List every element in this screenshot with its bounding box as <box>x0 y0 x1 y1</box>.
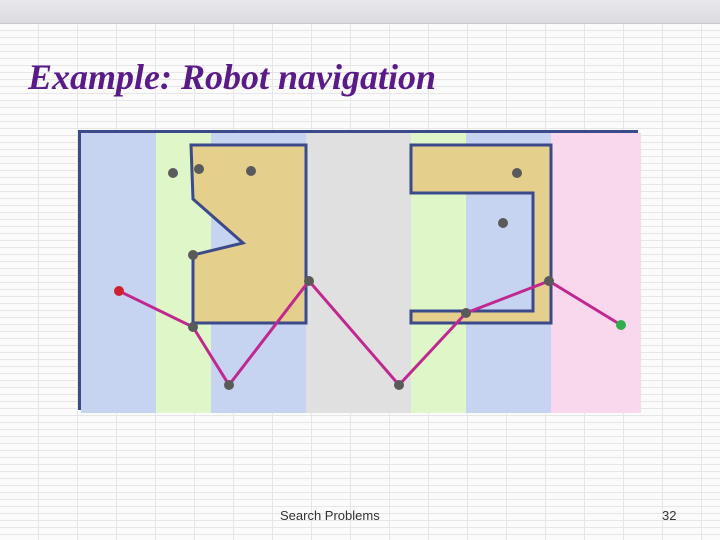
stripe <box>306 133 411 413</box>
waypoint-dot <box>461 308 471 318</box>
stripe <box>551 133 641 413</box>
stripe <box>81 133 156 413</box>
waypoint-dot <box>394 380 404 390</box>
waypoint-dot <box>224 380 234 390</box>
waypoint-dot <box>498 218 508 228</box>
waypoint-dot <box>544 276 554 286</box>
waypoint-dot <box>188 322 198 332</box>
waypoint-dot <box>114 286 124 296</box>
waypoint-dot <box>304 276 314 286</box>
page-number: 32 <box>662 508 676 523</box>
waypoint-dot <box>188 250 198 260</box>
waypoint-dot <box>512 168 522 178</box>
navigation-diagram <box>78 130 638 410</box>
waypoint-dot <box>168 168 178 178</box>
waypoint-dot <box>616 320 626 330</box>
footer-label: Search Problems <box>280 508 380 523</box>
diagram-svg <box>81 133 641 413</box>
waypoint-dot <box>246 166 256 176</box>
waypoint-dot <box>194 164 204 174</box>
window-chrome <box>0 0 720 24</box>
slide-title: Example: Robot navigation <box>28 56 436 98</box>
